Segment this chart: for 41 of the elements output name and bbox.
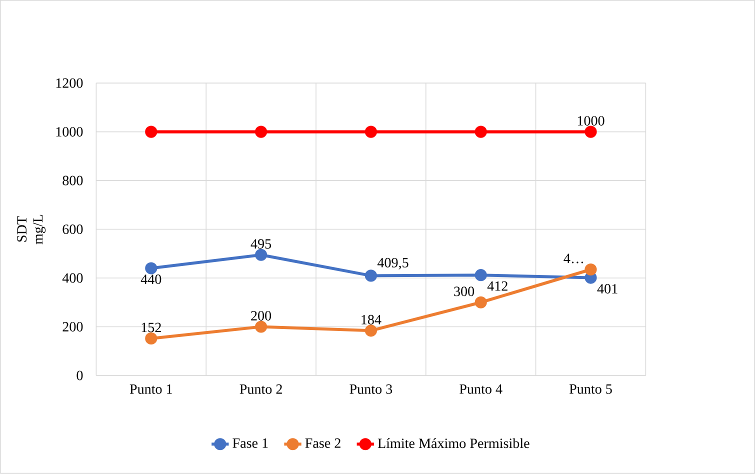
x-tick-label: Punto 3 <box>350 384 392 394</box>
y-tick-label: 200 <box>62 322 83 332</box>
data-label: 409,5 <box>377 258 408 270</box>
data-label: 300 <box>454 286 474 296</box>
point <box>474 126 487 138</box>
point <box>254 126 268 138</box>
point <box>364 270 377 282</box>
y-tick-label: 800 <box>62 176 83 186</box>
data-label: 440 <box>140 274 162 284</box>
legend-label: Fase 1 <box>232 438 268 448</box>
legend-label: Límite Máximo Permisible <box>378 438 530 448</box>
x-tick-label: Punto 5 <box>569 384 612 394</box>
point <box>254 248 268 262</box>
y-axis-title: SDT mg/L <box>17 215 46 244</box>
point <box>145 126 158 138</box>
point <box>254 320 268 333</box>
point <box>584 126 597 138</box>
point <box>145 332 158 345</box>
point <box>584 264 597 276</box>
data-label: 152 <box>142 322 161 332</box>
x-tick-label: Punto 4 <box>460 384 502 394</box>
point <box>474 269 487 282</box>
data-label: 401 <box>597 284 618 294</box>
data-label: 200 <box>251 311 272 321</box>
x-tick-label: Punto 2 <box>240 384 282 394</box>
data-label: 495 <box>250 239 272 249</box>
data-label: 4… <box>564 254 584 264</box>
point <box>364 126 377 138</box>
legend-label: Fase 2 <box>305 438 340 448</box>
y-tick-label: 0 <box>76 370 83 380</box>
data-label: 412 <box>487 282 508 291</box>
data-label: 184 <box>362 315 382 325</box>
point <box>145 262 158 274</box>
point <box>364 324 377 337</box>
y-tick-label: 600 <box>62 224 83 234</box>
point <box>474 296 487 309</box>
x-tick-label: Punto 1 <box>130 384 172 394</box>
y-tick-label: 1000 <box>56 127 83 137</box>
y-tick-label: 1200 <box>56 78 83 88</box>
data-label: 1000 <box>578 116 604 126</box>
y-tick-label: 400 <box>62 273 83 283</box>
